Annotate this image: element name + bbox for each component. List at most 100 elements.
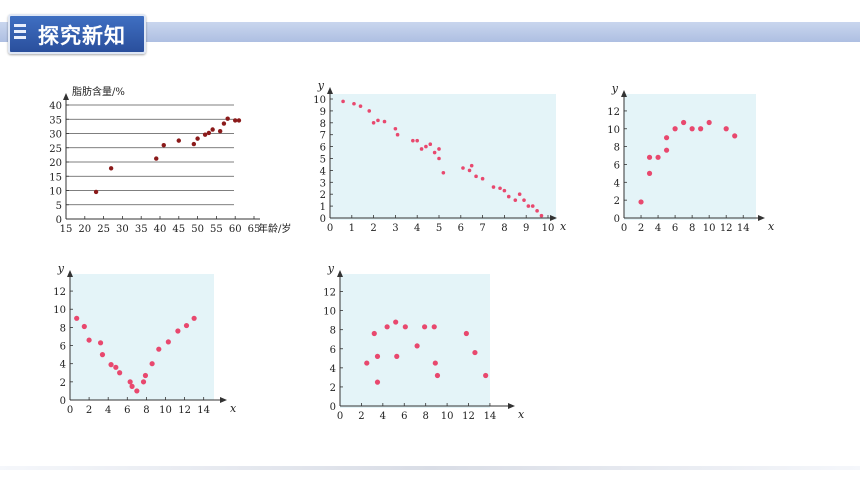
y-tick-label: 12 bbox=[323, 288, 336, 299]
x-tick-label: 0 bbox=[67, 405, 73, 416]
data-point bbox=[463, 330, 469, 337]
data-point bbox=[428, 142, 433, 147]
section-title-tab: 探究新知 bbox=[8, 14, 146, 54]
x-tick-label: 65 bbox=[248, 224, 261, 235]
x-tick-label: 4 bbox=[105, 405, 111, 416]
data-point bbox=[217, 129, 223, 134]
x-tick-label: 0 bbox=[621, 223, 627, 234]
data-point bbox=[367, 109, 372, 113]
header-bar bbox=[0, 22, 860, 42]
scatter-plot-arch: 0 2 4 6 8 10 12 0 2 4 6 8 10 12 14 y x bbox=[323, 262, 525, 422]
x-tick-label: 55 bbox=[210, 224, 223, 235]
data-point bbox=[183, 322, 190, 329]
data-point bbox=[437, 147, 441, 151]
data-point bbox=[374, 353, 381, 359]
y-tick-label: 6 bbox=[60, 342, 66, 353]
data-point bbox=[432, 150, 437, 155]
y-tick-label: 8 bbox=[330, 326, 336, 337]
y-tick-label: 2 bbox=[330, 383, 336, 394]
y-tick-label: 5 bbox=[56, 201, 62, 212]
data-point bbox=[384, 324, 390, 330]
x-tick-label: 14 bbox=[197, 405, 210, 416]
data-point bbox=[210, 127, 215, 132]
data-point bbox=[86, 337, 92, 343]
data-point bbox=[191, 141, 197, 147]
data-point bbox=[419, 147, 424, 151]
x-tick-label: 20 bbox=[78, 224, 91, 235]
x-tick-label: 9 bbox=[523, 223, 529, 234]
data-point bbox=[154, 156, 159, 161]
y-tick-label: 6 bbox=[614, 160, 620, 171]
data-point bbox=[202, 132, 208, 137]
data-point bbox=[706, 119, 712, 126]
x-tick-label: 7 bbox=[479, 223, 485, 234]
x-tick-label: 8 bbox=[689, 223, 695, 234]
y-tick-label: 0 bbox=[614, 214, 620, 225]
y-tick-label: 4 bbox=[330, 364, 336, 375]
data-point bbox=[415, 138, 419, 143]
y-tick-label: 9 bbox=[320, 107, 326, 118]
y-axis-label: y bbox=[327, 262, 335, 275]
y-tick-label: 6 bbox=[320, 143, 326, 154]
data-point bbox=[117, 370, 123, 376]
data-point bbox=[467, 168, 472, 173]
x-tick-label: 8 bbox=[501, 223, 507, 234]
y-tick-label: 8 bbox=[320, 119, 326, 130]
data-point bbox=[176, 138, 181, 143]
plot-background bbox=[340, 274, 490, 408]
x-tick-label: 12 bbox=[720, 223, 733, 234]
data-point bbox=[149, 361, 155, 367]
data-point bbox=[97, 340, 104, 346]
footer-divider bbox=[0, 466, 860, 470]
y-tick-label: 0 bbox=[56, 215, 62, 226]
x-tick-label: 60 bbox=[229, 224, 242, 235]
data-point bbox=[498, 186, 502, 191]
x-axis-arrow bbox=[758, 215, 765, 221]
data-point bbox=[431, 324, 437, 330]
y-tick-label: 12 bbox=[53, 287, 66, 298]
data-point bbox=[108, 166, 114, 171]
x-axis-arrow bbox=[550, 215, 557, 221]
y-axis-arrow bbox=[67, 270, 73, 277]
data-point bbox=[522, 198, 526, 202]
x-axis-label: x bbox=[768, 220, 775, 233]
x-tick-label: 35 bbox=[135, 224, 148, 235]
y-tick-label: 4 bbox=[60, 360, 66, 371]
y-tick-label: 30 bbox=[49, 130, 62, 141]
x-tick-label: 4 bbox=[414, 223, 420, 234]
x-tick-label: 2 bbox=[86, 405, 92, 416]
plot-background bbox=[38, 85, 278, 241]
y-tick-label: 10 bbox=[49, 187, 62, 198]
data-point bbox=[655, 154, 661, 160]
y-axis-label: y bbox=[57, 262, 65, 275]
data-point bbox=[395, 132, 400, 137]
x-tick-label: 12 bbox=[178, 405, 191, 416]
y-tick-label: 8 bbox=[60, 323, 66, 334]
data-point bbox=[358, 104, 363, 108]
x-tick-label: 2 bbox=[358, 411, 364, 422]
data-point bbox=[732, 133, 738, 139]
data-point bbox=[480, 176, 485, 181]
data-point bbox=[469, 163, 474, 168]
data-point bbox=[517, 192, 522, 196]
data-point bbox=[156, 346, 162, 352]
x-tick-label: 25 bbox=[97, 224, 110, 235]
x-tick-label: 2 bbox=[370, 223, 376, 234]
x-tick-label: 6 bbox=[401, 411, 407, 422]
data-point bbox=[422, 324, 428, 330]
y-tick-label: 0 bbox=[60, 396, 66, 407]
data-point bbox=[221, 121, 227, 126]
data-point bbox=[513, 198, 518, 202]
x-tick-label: 12 bbox=[462, 411, 475, 422]
data-point bbox=[394, 353, 400, 359]
y-tick-label: 20 bbox=[49, 158, 62, 169]
data-point bbox=[472, 349, 478, 356]
y-tick-label: 6 bbox=[330, 345, 336, 356]
y-tick-label: 8 bbox=[614, 143, 620, 154]
x-axis-label: x bbox=[518, 408, 525, 421]
x-tick-label: 6 bbox=[124, 405, 130, 416]
x-axis-arrow bbox=[508, 403, 515, 409]
y-tick-label: 2 bbox=[60, 378, 66, 389]
data-point bbox=[364, 360, 370, 366]
